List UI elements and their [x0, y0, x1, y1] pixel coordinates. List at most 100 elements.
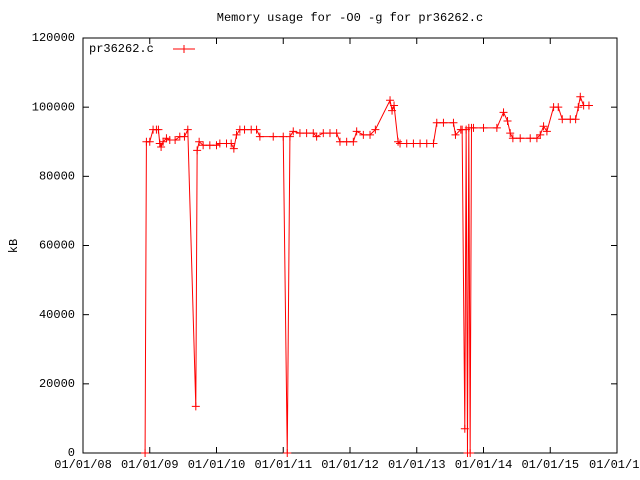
x-tick-label: 01/01/13	[388, 458, 446, 472]
point-marker	[183, 125, 192, 134]
point-marker	[232, 130, 241, 139]
point-marker	[499, 108, 508, 117]
point-marker	[269, 132, 278, 141]
point-marker	[325, 129, 334, 138]
point-marker	[574, 103, 583, 112]
point-marker	[539, 122, 548, 131]
chart-title: Memory usage for -O0 -g for pr36262.c	[217, 11, 483, 25]
point-marker	[396, 139, 405, 148]
point-marker	[212, 141, 221, 150]
point-marker	[229, 144, 238, 153]
point-marker	[342, 137, 351, 146]
x-tick-label: 01/01/15	[521, 458, 579, 472]
point-marker	[506, 129, 515, 138]
point-marker	[205, 141, 214, 150]
point-marker	[359, 130, 368, 139]
point-marker	[449, 118, 458, 127]
point-marker	[159, 137, 168, 146]
point-marker	[526, 134, 535, 143]
point-marker	[432, 118, 441, 127]
point-marker	[252, 125, 261, 134]
point-marker	[283, 449, 292, 457]
point-marker	[141, 449, 150, 457]
point-marker	[388, 106, 397, 115]
point-marker	[180, 132, 189, 141]
x-tick-label: 01/01/12	[321, 458, 379, 472]
point-marker	[195, 137, 204, 146]
point-marker	[191, 402, 200, 411]
point-marker	[155, 139, 164, 148]
legend-label: pr36262.c	[89, 42, 154, 56]
point-marker	[366, 130, 375, 139]
plot-border	[82, 37, 618, 454]
point-marker	[279, 132, 288, 141]
point-marker	[536, 130, 545, 139]
x-tick-label: 01/01/14	[455, 458, 513, 472]
y-tick-label: 60000	[39, 239, 75, 253]
point-marker	[542, 127, 551, 136]
y-axis-label: kB	[7, 239, 21, 253]
y-tick-label: 80000	[39, 170, 75, 184]
point-marker	[429, 139, 438, 148]
point-marker	[227, 139, 236, 148]
point-marker	[508, 134, 517, 143]
y-tick-label: 40000	[39, 308, 75, 322]
point-marker	[492, 123, 501, 132]
point-marker	[422, 139, 431, 148]
point-marker	[460, 424, 469, 433]
point-marker	[352, 127, 361, 136]
point-marker	[371, 125, 380, 134]
point-marker	[554, 103, 563, 112]
point-marker	[469, 123, 478, 132]
point-marker	[240, 125, 249, 134]
data-line	[144, 94, 589, 454]
point-marker	[571, 115, 580, 124]
point-marker	[302, 129, 311, 138]
point-marker	[439, 118, 448, 127]
point-marker	[157, 142, 166, 151]
point-marker	[154, 125, 163, 134]
point-marker	[532, 134, 541, 143]
point-marker	[390, 101, 399, 110]
point-marker	[193, 146, 202, 155]
point-marker	[171, 136, 180, 145]
y-tick-label: 120000	[32, 31, 75, 45]
point-marker	[319, 129, 328, 138]
point-marker	[503, 117, 512, 125]
point-marker	[289, 127, 298, 136]
point-marker	[215, 139, 224, 148]
point-marker	[295, 129, 304, 138]
y-tick-label: 100000	[32, 100, 75, 114]
point-marker	[332, 129, 341, 138]
point-marker	[199, 141, 208, 150]
point-marker	[416, 139, 425, 148]
point-marker	[584, 101, 593, 110]
point-marker	[479, 123, 488, 132]
point-marker	[516, 134, 525, 143]
point-marker	[402, 139, 411, 148]
point-marker	[145, 137, 154, 146]
x-tick-label: 01/01/10	[188, 458, 246, 472]
x-tick-label: 01/01/11	[254, 458, 312, 472]
point-marker	[285, 132, 294, 141]
x-tick-label: 01/01/1	[589, 458, 639, 472]
point-marker	[349, 137, 358, 146]
point-marker	[255, 132, 264, 141]
point-marker	[451, 130, 460, 139]
point-marker	[309, 129, 318, 138]
point-marker	[466, 449, 475, 457]
point-marker	[335, 137, 344, 146]
point-marker	[162, 134, 171, 143]
point-marker	[409, 139, 418, 148]
y-tick-label: 20000	[39, 377, 75, 391]
x-tick-label: 01/01/09	[121, 458, 179, 472]
point-marker	[576, 92, 585, 101]
y-tick-label: 0	[68, 446, 75, 460]
point-marker	[558, 115, 567, 124]
x-tick-label: 01/01/08	[54, 458, 112, 472]
legend-marker	[180, 45, 188, 53]
point-marker	[386, 96, 395, 105]
point-marker	[312, 132, 321, 141]
point-marker	[394, 137, 403, 146]
